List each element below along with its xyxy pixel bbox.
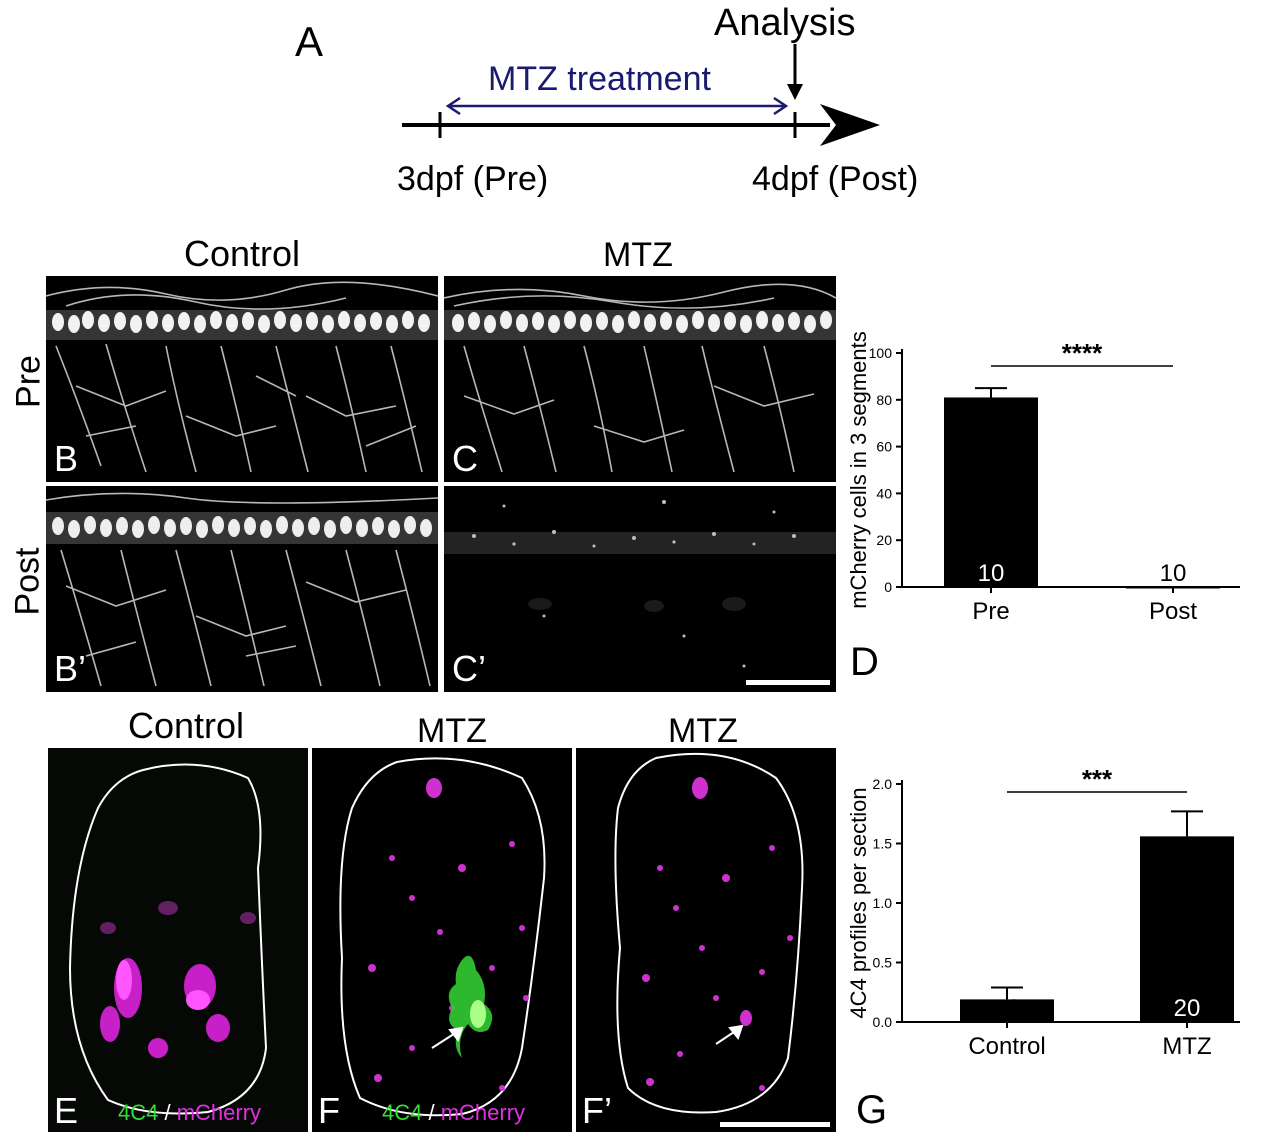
stain-mcherry-f: mCherry bbox=[440, 1100, 526, 1125]
section-image-f bbox=[339, 757, 546, 1117]
y-tick-label: 0.0 bbox=[873, 1014, 893, 1030]
y-axis-label: 4C4 profiles per section bbox=[846, 787, 871, 1018]
time-axis-arrowhead bbox=[820, 104, 880, 146]
timeline-diagram bbox=[402, 44, 880, 146]
arrow-f-prime bbox=[715, 1024, 744, 1045]
n-label: 20 bbox=[1174, 995, 1201, 1022]
y-tick-label: 1.5 bbox=[873, 836, 893, 852]
start-label: 3dpf (Pre) bbox=[397, 160, 549, 198]
chart-d: mCherry cells in 3 segments 0 20 40 60 80 100 P… bbox=[846, 331, 1240, 625]
stain-legend-e: 4C4 / mCherry bbox=[118, 1100, 261, 1126]
end-label: 4dpf (Post) bbox=[752, 160, 919, 198]
neuron-image-c bbox=[444, 283, 836, 473]
column-label-control-ef: Control bbox=[128, 705, 245, 746]
row-label-post: Post bbox=[8, 547, 47, 616]
micrograph-b: B bbox=[46, 276, 438, 482]
mtz-treatment-label: MTZ treatment bbox=[488, 60, 711, 98]
micrograph-b-prime: B’ bbox=[46, 486, 438, 692]
y-tick-label: 0 bbox=[884, 579, 892, 595]
panel-letter-f: F bbox=[318, 1090, 340, 1131]
significance-stars: *** bbox=[1082, 764, 1113, 794]
column-label-control: Control bbox=[184, 233, 301, 274]
significance-stars: **** bbox=[1062, 338, 1103, 368]
panel-letter-a: A bbox=[295, 18, 324, 65]
y-axis-label: mCherry cells in 3 segments bbox=[846, 331, 871, 609]
spinal-cord-outline bbox=[339, 757, 546, 1117]
scale-bar-f-prime bbox=[720, 1122, 830, 1127]
neuron-image-c-prime bbox=[444, 500, 836, 668]
y-tick-label: 2.0 bbox=[873, 776, 893, 792]
y-tick-label: 20 bbox=[876, 532, 892, 548]
stain-legend-f: 4C4 / mCherry bbox=[382, 1100, 525, 1126]
panel-letter-e: E bbox=[54, 1090, 79, 1131]
x-tick-label: Post bbox=[1149, 598, 1197, 625]
stain-sep-f: / bbox=[422, 1100, 441, 1125]
stain-4c4-e: 4C4 bbox=[118, 1100, 159, 1125]
n-label: 10 bbox=[1160, 560, 1187, 587]
spinal-cord-outline bbox=[614, 753, 804, 1114]
y-tick-label: 0.5 bbox=[873, 955, 893, 971]
stain-mcherry-e: mCherry bbox=[176, 1100, 262, 1125]
bar bbox=[1140, 836, 1234, 1022]
4c4-microglia bbox=[448, 955, 493, 1058]
panel-letter-b: B bbox=[54, 438, 79, 479]
spinal-cord-outline bbox=[68, 763, 268, 1115]
panel-letter-c-prime: C’ bbox=[452, 648, 486, 689]
neuron-image-b-prime bbox=[46, 492, 438, 687]
bar bbox=[960, 999, 1054, 1022]
y-tick-label: 1.0 bbox=[873, 895, 893, 911]
micrograph-f: F 4C4 / mCherry bbox=[312, 748, 572, 1132]
scale-bar-c-prime bbox=[746, 680, 830, 685]
column-label-mtz-f-prime: MTZ bbox=[668, 712, 738, 750]
y-tick-label: 40 bbox=[876, 485, 892, 501]
column-label-mtz: MTZ bbox=[603, 236, 673, 274]
arrow-f bbox=[431, 1026, 464, 1049]
stain-4c4-f: 4C4 bbox=[382, 1100, 423, 1125]
micrograph-e: E 4C4 / mCherry bbox=[48, 748, 308, 1132]
x-tick-label: Pre bbox=[972, 598, 1009, 625]
section-image-f-prime bbox=[614, 753, 804, 1114]
panel-letter-f-prime: F’ bbox=[582, 1090, 612, 1131]
y-tick-label: 60 bbox=[876, 439, 892, 455]
bar bbox=[944, 397, 1038, 587]
panel-letter-c: C bbox=[452, 438, 478, 479]
panel-letter-g: G bbox=[856, 1088, 888, 1132]
row-label-pre: Pre bbox=[9, 355, 48, 408]
panel-letter-d: D bbox=[850, 640, 879, 684]
micrograph-c: C bbox=[444, 276, 836, 482]
section-image-e bbox=[68, 763, 268, 1115]
column-label-mtz-f: MTZ bbox=[417, 712, 487, 750]
n-label: 16 bbox=[994, 995, 1021, 1022]
y-tick-label: 80 bbox=[876, 392, 892, 408]
y-tick-label: 100 bbox=[869, 345, 893, 361]
neuron-image-b bbox=[46, 281, 438, 473]
n-label: 10 bbox=[978, 560, 1005, 587]
x-tick-label: Control bbox=[968, 1033, 1045, 1060]
x-tick-label: MTZ bbox=[1162, 1033, 1211, 1060]
analysis-label: Analysis bbox=[714, 2, 856, 44]
micrograph-f-prime: F’ bbox=[576, 748, 836, 1132]
stain-sep-e: / bbox=[158, 1100, 177, 1125]
micrograph-c-prime: C’ bbox=[444, 486, 836, 692]
panel-letter-b-prime: B’ bbox=[54, 648, 87, 689]
